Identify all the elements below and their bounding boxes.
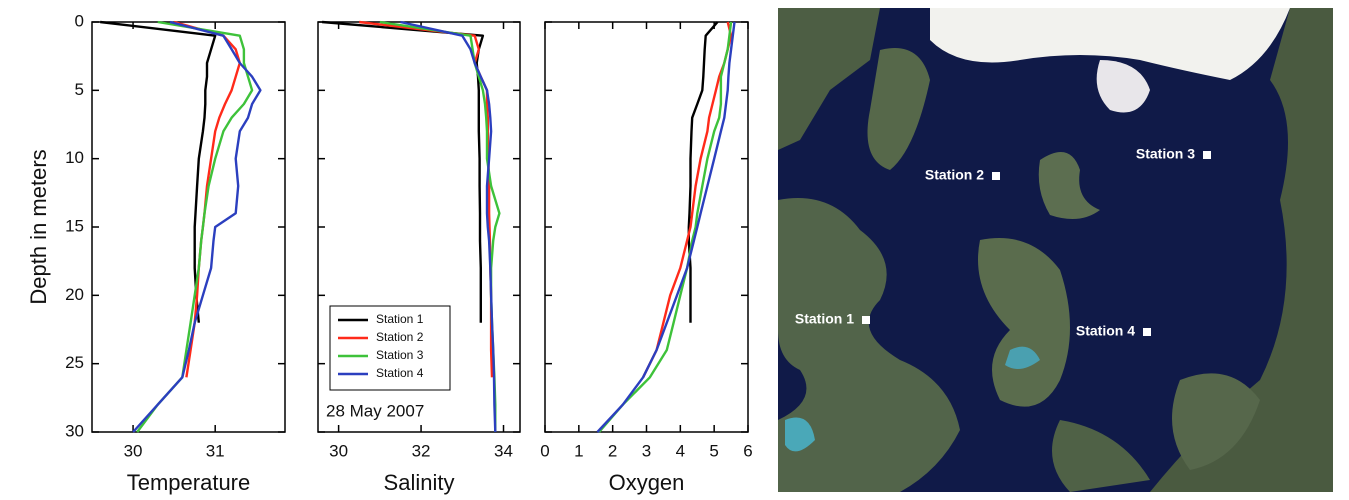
profile-line	[400, 20, 497, 433]
y-tick-label: 10	[65, 148, 84, 167]
y-axis-label: Depth in meters	[26, 149, 51, 304]
station-marker	[862, 316, 870, 324]
land	[778, 198, 960, 492]
x-tick-label: 5	[709, 441, 718, 460]
y-tick-label: 0	[75, 11, 84, 30]
profile-line	[321, 20, 485, 323]
y-tick-label: 15	[65, 216, 84, 235]
x-tick-label: 3	[642, 441, 651, 460]
station-label: Station 2	[925, 167, 984, 183]
x-axis-label: Salinity	[384, 470, 455, 495]
y-tick-label: 5	[75, 80, 84, 99]
y-tick-label: 25	[65, 353, 84, 372]
profile-line	[642, 21, 733, 378]
x-tick-label: 30	[124, 441, 143, 460]
cloud	[930, 8, 1290, 80]
profile-line	[132, 20, 262, 433]
profile-line	[687, 21, 719, 323]
profile-line	[100, 20, 217, 323]
station-label: Station 3	[1136, 146, 1195, 162]
land	[978, 238, 1070, 407]
legend-label: Station 1	[376, 312, 424, 326]
station-marker	[992, 172, 1000, 180]
profile-line	[598, 21, 733, 433]
x-tick-label: 31	[206, 441, 225, 460]
station-label: Station 1	[795, 311, 854, 327]
x-tick-label: 30	[329, 441, 348, 460]
annotation: 28 May 2007	[326, 401, 424, 420]
x-tick-label: 2	[608, 441, 617, 460]
land	[867, 48, 930, 170]
y-tick-label: 20	[65, 285, 84, 304]
x-tick-label: 4	[676, 441, 685, 460]
shallows	[1005, 346, 1040, 369]
x-tick-label: 34	[494, 441, 513, 460]
land	[1172, 373, 1260, 470]
cloud	[1096, 60, 1150, 113]
land	[1038, 152, 1100, 219]
station-marker	[1143, 328, 1151, 336]
x-tick-label: 1	[574, 441, 583, 460]
chart: 0 1 2 3 4 5 6 Oxygen	[540, 21, 753, 495]
satellite-map: Station 1 Station 2 Station 3 Station 4	[778, 8, 1333, 492]
chart: 30 32 34 Salinity 28 May 2007 Station 1 Statio…	[317, 20, 521, 495]
station-label: Station 4	[1076, 323, 1135, 339]
legend-label: Station 4	[376, 366, 424, 380]
x-axis-label: Temperature	[127, 470, 251, 495]
legend-label: Station 3	[376, 348, 424, 362]
x-tick-label: 0	[540, 441, 549, 460]
land	[1052, 420, 1150, 492]
y-tick-label: 30	[65, 421, 84, 440]
shallows	[785, 417, 815, 452]
chart: 30 31 0 5 10 15 20 25 30 Temperature Depth in mete…	[26, 11, 286, 495]
legend-label: Station 2	[376, 330, 424, 344]
land	[778, 8, 880, 150]
station-marker	[1203, 151, 1211, 159]
profile-line	[596, 21, 736, 433]
x-tick-label: 32	[412, 441, 431, 460]
x-tick-label: 6	[743, 441, 752, 460]
x-axis-label: Oxygen	[609, 470, 685, 495]
land	[1150, 8, 1333, 492]
